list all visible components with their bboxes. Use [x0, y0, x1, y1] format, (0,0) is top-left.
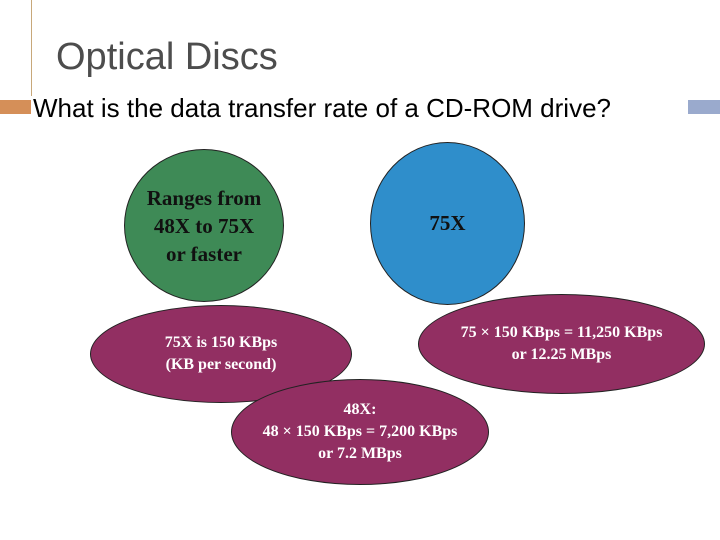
accent-bar-right	[688, 100, 720, 114]
bottom-ellipse-line-3: or 7.2 MBps	[318, 445, 402, 462]
decorative-vertical-line	[31, 0, 32, 96]
bottom-ellipse-line-2: 48 × 150 KBps = 7,200 KBps	[262, 423, 458, 440]
green-circle-line-3: or faster	[165, 241, 242, 266]
left-ellipse: 75X is 150 KBps (KB per second)	[90, 305, 352, 403]
right-ellipse: 75 × 150 KBps = 11,250 KBps or 12.25 MBp…	[418, 294, 705, 394]
question-text: What is the data transfer rate of a CD-R…	[33, 93, 611, 123]
green-circle-line-2: 48X to 75X	[153, 213, 255, 238]
green-circle: Ranges from 48X to 75X or faster	[124, 149, 284, 302]
right-ellipse-line-2: or 12.25 MBps	[511, 346, 612, 363]
bottom-ellipse-line-1: 48X:	[343, 401, 377, 418]
left-ellipse-line-1: 75X is 150 KBps	[164, 334, 278, 351]
green-circle-line-1: Ranges from	[146, 185, 262, 210]
left-ellipse-line-2: (KB per second)	[165, 356, 277, 373]
slide-title: Optical Discs	[56, 36, 278, 78]
accent-bar-left	[0, 100, 31, 114]
blue-circle-line-1: 75X	[429, 211, 466, 235]
blue-circle: 75X	[370, 142, 525, 305]
right-ellipse-line-1: 75 × 150 KBps = 11,250 KBps	[460, 324, 663, 341]
bottom-ellipse: 48X: 48 × 150 KBps = 7,200 KBps or 7.2 M…	[231, 379, 489, 485]
